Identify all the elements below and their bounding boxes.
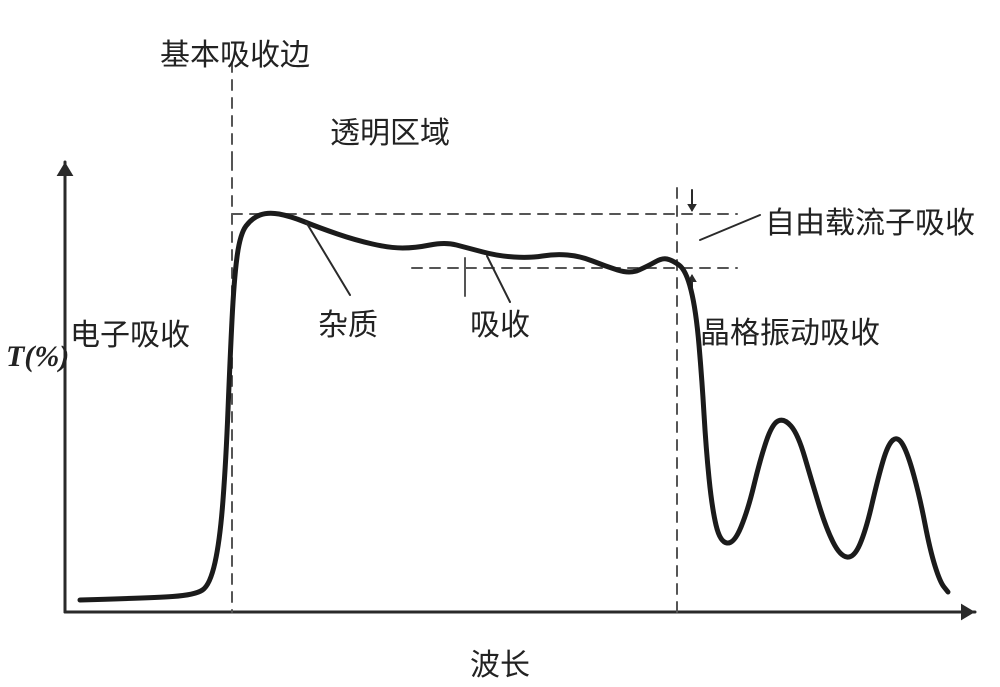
free-label: 自由载流子吸收 <box>765 198 975 242</box>
edge-label: 基本吸收边 <box>160 30 310 74</box>
absorb-label: 吸收 <box>470 300 530 344</box>
electron-label: 电子吸收 <box>70 310 190 354</box>
lattice-label: 晶格振动吸收 <box>700 308 880 352</box>
yaxis-label: T(%) <box>6 340 69 374</box>
transparent-label: 透明区域 <box>330 108 450 152</box>
xaxis-label: 波长 <box>470 640 530 684</box>
impurity-label: 杂质 <box>318 300 378 344</box>
